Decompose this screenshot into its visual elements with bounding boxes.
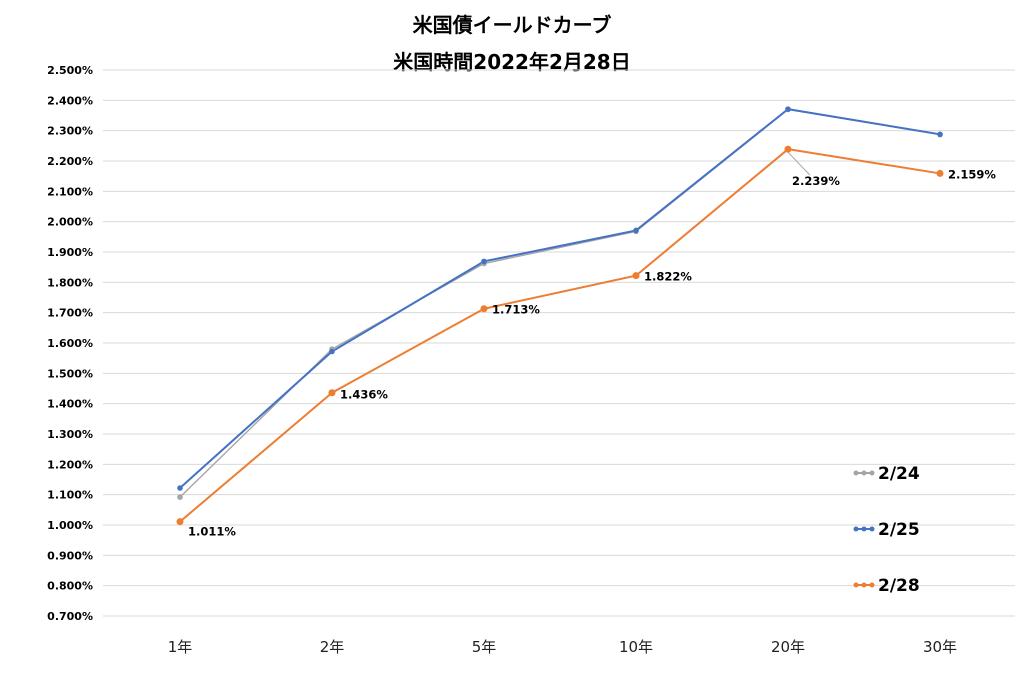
y-tick-label: 2.500% xyxy=(47,64,93,77)
y-tick-label: 1.300% xyxy=(47,428,93,441)
y-tick-label: 1.400% xyxy=(47,398,93,411)
legend-swatch-marker xyxy=(861,582,867,588)
series-line-2-28 xyxy=(179,148,941,523)
gridlines xyxy=(103,69,1015,617)
data-point xyxy=(632,272,640,280)
x-tick-label: 2年 xyxy=(320,638,345,656)
legend-swatch-marker xyxy=(869,526,875,532)
data-point xyxy=(784,145,792,153)
y-tick-label: 1.100% xyxy=(47,489,93,502)
legend: 2/24 2/25 2/28 xyxy=(853,464,920,596)
y-tick-label: 2.400% xyxy=(47,94,93,107)
data-point xyxy=(480,305,488,313)
legend-swatch-marker xyxy=(861,470,867,476)
data-label: 1.713% xyxy=(492,303,540,317)
data-label: 1.011% xyxy=(188,525,236,539)
x-tick-label: 30年 xyxy=(923,638,957,656)
x-tick-label: 20年 xyxy=(771,638,805,656)
data-point xyxy=(328,389,336,397)
legend-swatch-marker xyxy=(861,526,867,532)
y-tick-label: 1.700% xyxy=(47,307,93,320)
series-points xyxy=(176,106,944,526)
data-point xyxy=(329,348,335,355)
series-line-2-24 xyxy=(179,108,941,498)
data-point xyxy=(177,485,183,491)
y-tick-label: 1.900% xyxy=(47,246,93,259)
data-label: 2.239% xyxy=(792,174,840,188)
data-point xyxy=(633,227,639,234)
data-point xyxy=(936,169,944,177)
legend-label: 2/25 xyxy=(878,520,920,540)
y-tick-label: 1.500% xyxy=(47,367,93,380)
data-label: 2.159% xyxy=(948,167,996,181)
data-point xyxy=(177,494,183,500)
data-point xyxy=(937,131,943,138)
legend-swatch-marker xyxy=(869,470,875,476)
y-tick-label: 1.800% xyxy=(47,276,93,289)
data-labels: 1.011% 1.436% 1.713% 1.822% 2.239% 2.159% xyxy=(188,151,996,539)
y-tick-label: 0.900% xyxy=(47,549,93,562)
series-lines xyxy=(179,108,941,523)
x-axis-ticks: 1年 2年 5年 10年 20年 30年 xyxy=(168,638,957,656)
legend-swatch-marker xyxy=(853,582,859,588)
legend-swatch-marker xyxy=(853,526,859,532)
legend-swatch-marker xyxy=(853,470,859,476)
y-tick-label: 2.200% xyxy=(47,155,93,168)
series-line-2-25 xyxy=(179,108,941,489)
legend-label: 2/24 xyxy=(878,464,920,484)
y-tick-label: 1.200% xyxy=(47,458,93,471)
x-tick-label: 5年 xyxy=(472,638,497,656)
chart-title: 米国債イールドカーブ xyxy=(413,13,612,37)
y-tick-label: 2.300% xyxy=(47,125,93,138)
data-label: 1.436% xyxy=(340,388,388,402)
y-axis-ticks: 0.700% 0.800% 0.900% 1.000% 1.100% 1.200% 1.30… xyxy=(47,64,93,623)
x-tick-label: 1年 xyxy=(168,638,193,656)
data-label: 1.822% xyxy=(644,270,692,284)
y-tick-label: 1.000% xyxy=(47,519,93,532)
y-tick-label: 0.700% xyxy=(47,610,93,623)
x-tick-label: 10年 xyxy=(619,638,653,656)
data-point xyxy=(176,518,184,526)
data-label-leader xyxy=(787,151,811,176)
legend-swatch-marker xyxy=(869,582,875,588)
data-point xyxy=(481,258,487,265)
y-tick-label: 0.800% xyxy=(47,580,93,593)
y-tick-label: 2.000% xyxy=(47,216,93,229)
y-tick-label: 1.600% xyxy=(47,337,93,350)
legend-label: 2/28 xyxy=(878,576,920,596)
y-tick-label: 2.100% xyxy=(47,185,93,198)
data-point xyxy=(785,106,791,112)
